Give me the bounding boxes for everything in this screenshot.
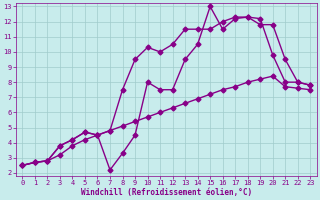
X-axis label: Windchill (Refroidissement éolien,°C): Windchill (Refroidissement éolien,°C)	[81, 188, 252, 197]
